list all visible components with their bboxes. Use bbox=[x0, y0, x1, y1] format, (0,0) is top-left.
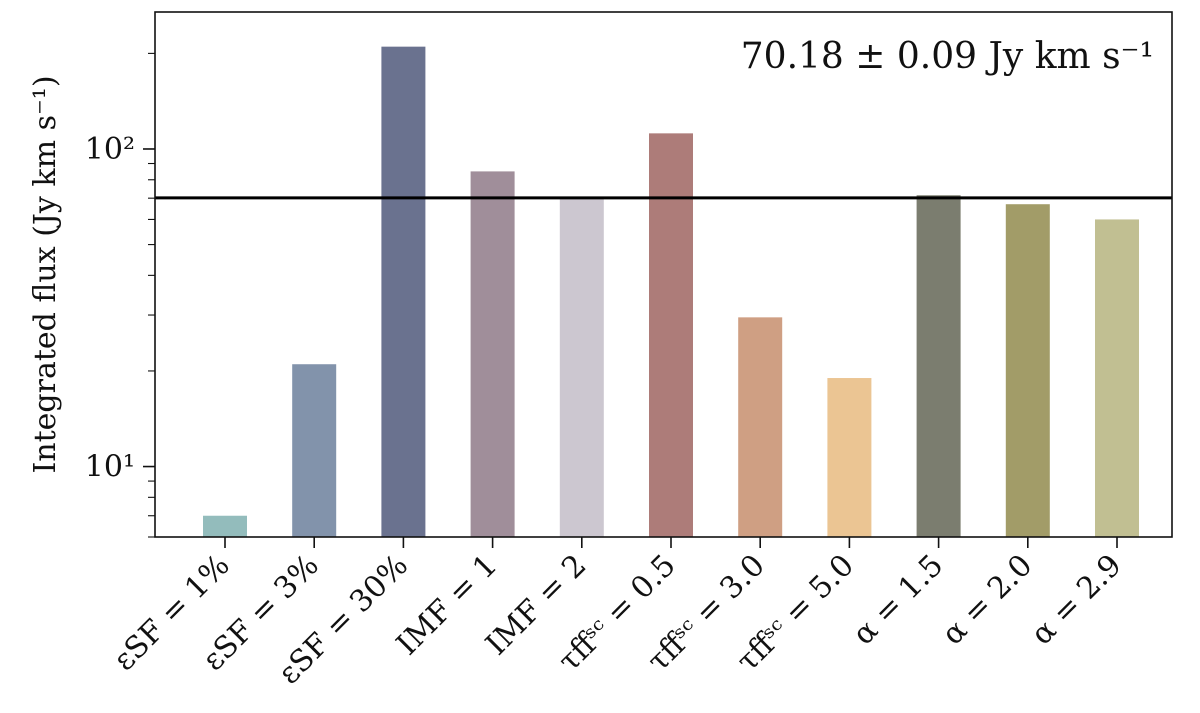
bar-9 bbox=[916, 195, 961, 537]
bar-5 bbox=[559, 198, 604, 537]
total-flux-annotation: 70.18 ± 0.09 Jy km s⁻¹ bbox=[741, 36, 1154, 77]
y-tick-label: 10² bbox=[85, 132, 135, 167]
y-axis-title: Integrated flux (Jy km s⁻¹) bbox=[28, 75, 63, 473]
bar-11 bbox=[1095, 219, 1139, 538]
bar-1 bbox=[203, 515, 247, 537]
y-tick-label: 10¹ bbox=[85, 450, 135, 485]
bar-8 bbox=[827, 378, 872, 537]
bar-10 bbox=[1005, 204, 1050, 537]
plot-frame bbox=[154, 11, 1173, 538]
y-axis-ticks: 10¹ 10² bbox=[85, 52, 155, 538]
bar-6 bbox=[649, 133, 693, 538]
bar-7 bbox=[738, 317, 783, 537]
bar-3 bbox=[381, 46, 426, 537]
bar-4 bbox=[470, 171, 515, 538]
bar-2 bbox=[292, 364, 337, 537]
bars-group bbox=[203, 46, 1139, 538]
